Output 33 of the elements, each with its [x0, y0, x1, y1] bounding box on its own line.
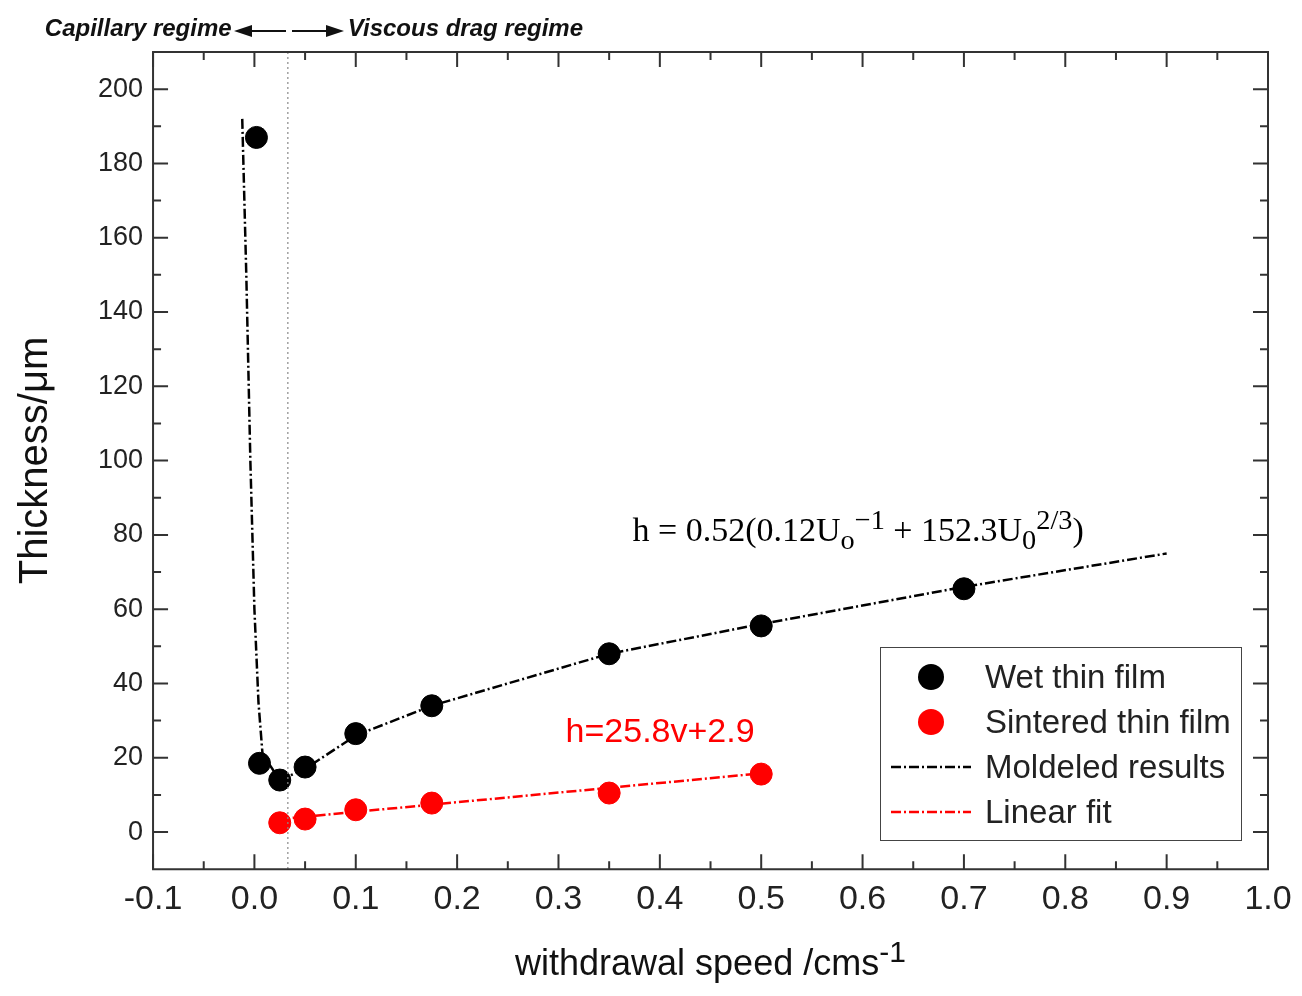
x-tick-label: 0.7 — [940, 877, 988, 916]
text: 0.0 — [230, 877, 279, 916]
legend-label: Sintered thin film — [985, 702, 1231, 741]
x-tick-label: 0.6 — [838, 877, 887, 916]
text: Capillary regime — [44, 14, 232, 42]
legend-label: Linear fit — [985, 792, 1112, 831]
legend-label: Wet thin film — [985, 657, 1166, 696]
x-tick-label: 0.9 — [1143, 877, 1191, 916]
x-axis-title: withdrawal speed /cms$^{-1}$ — [515, 935, 906, 984]
x-tick-label: 0.2 — [433, 877, 481, 916]
y-tick-label: 60 — [113, 592, 144, 623]
x-tick-label: 0.4 — [636, 877, 684, 916]
y-tick-label: 180 — [97, 146, 144, 177]
text: 1.0 — [1244, 877, 1292, 916]
y-tick-label: 160 — [97, 221, 144, 252]
y-tick-label: 120 — [97, 369, 144, 400]
x-tick-label: 0.3 — [534, 877, 583, 916]
y-tick-label: 100 — [97, 444, 144, 475]
y-tick-label: 0 — [128, 815, 144, 846]
x-tick-label: 0.5 — [737, 877, 785, 916]
x-tick-label: 0.1 — [332, 877, 380, 916]
text: Viscous drag regime — [347, 14, 584, 42]
annotation: h = 0.52(0.12U$_{o}$$^{−1}$ + 152.3U$_{0}$$^{2/3}$) — [632, 504, 1084, 557]
y-tick-label: 20 — [113, 741, 144, 772]
y-axis-title: Thickness/μm — [11, 336, 57, 585]
y-tick-label: 200 — [97, 72, 144, 103]
y-tick-label: 80 — [113, 518, 144, 549]
x-tick-label: -0.1 — [123, 877, 183, 916]
y-tick-label: 140 — [97, 295, 144, 326]
annotation: h=25.8v+2.9 — [565, 710, 755, 750]
y-tick-label: 40 — [113, 666, 144, 697]
x-tick-label: 0.8 — [1041, 877, 1089, 916]
legend-label: Moldeled results — [985, 747, 1226, 786]
